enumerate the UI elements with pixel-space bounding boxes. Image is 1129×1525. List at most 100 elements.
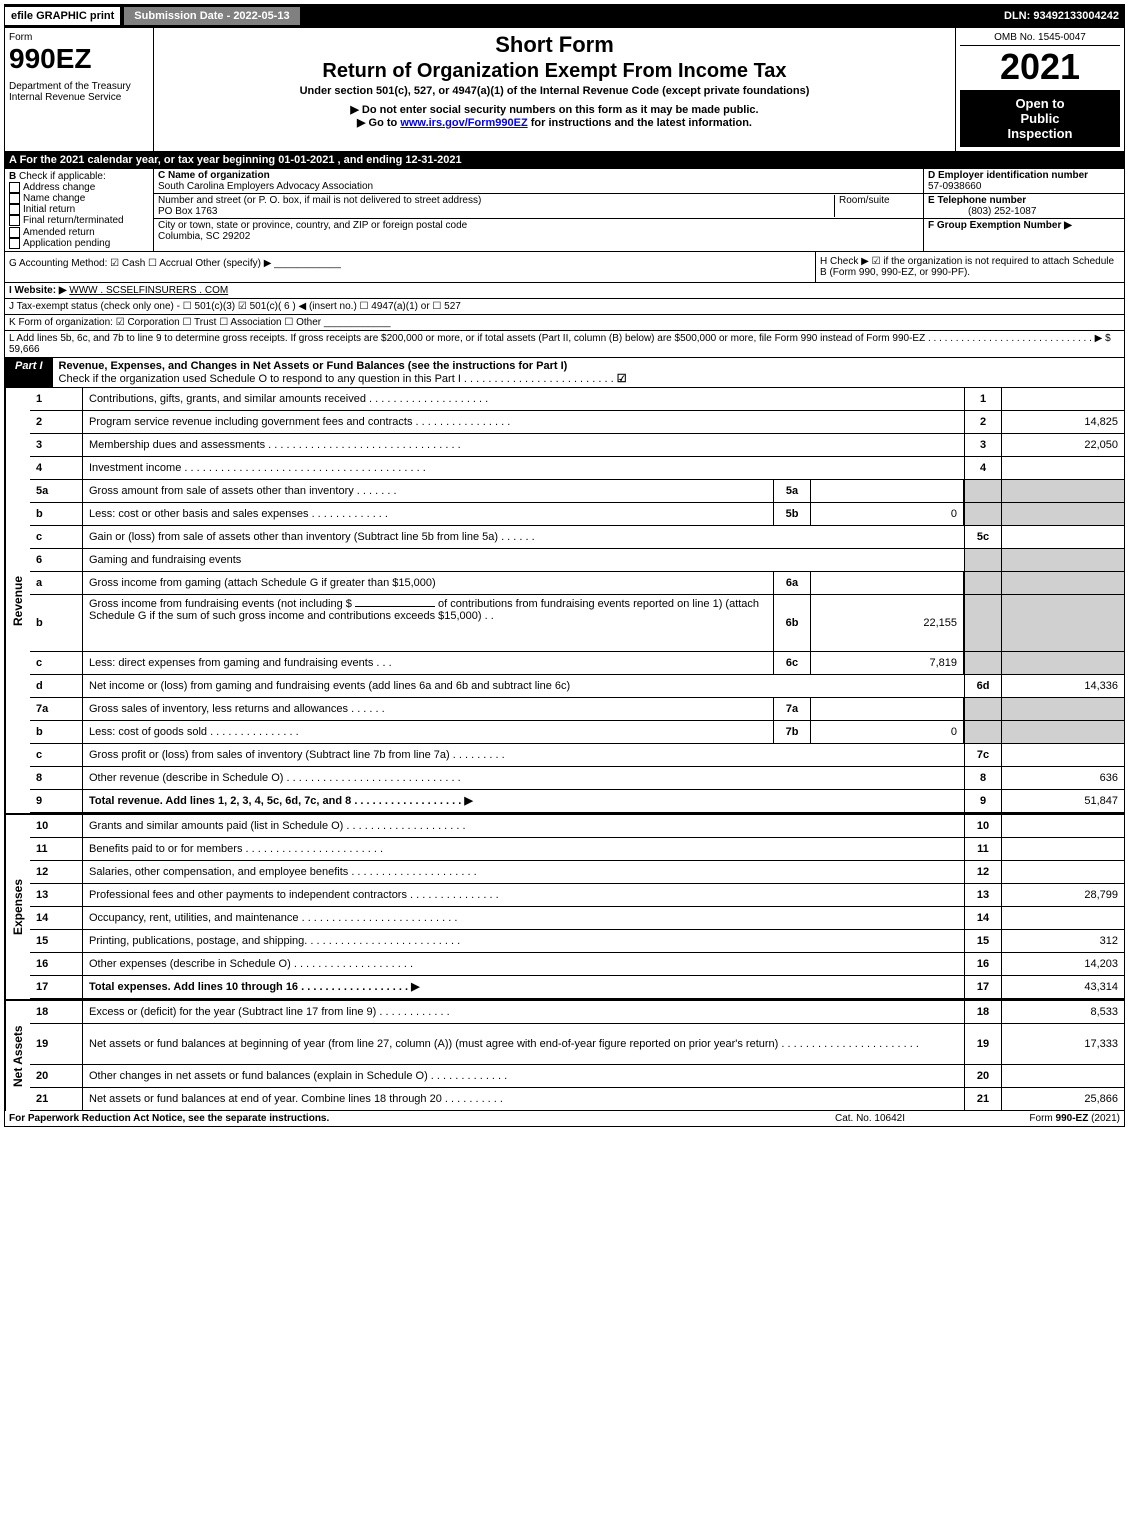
website[interactable]: WWW . SCSELFINSURERS . COM xyxy=(69,285,228,296)
opt-pending: Application pending xyxy=(23,238,110,249)
rn5b-shade xyxy=(964,503,1001,525)
section-a: A For the 2021 calendar year, or tax yea… xyxy=(4,152,1125,169)
row-6a: a Gross income from gaming (attach Sched… xyxy=(30,572,1124,595)
n17: 17 xyxy=(30,976,83,998)
n6b: b xyxy=(30,595,83,651)
row-9: 9 Total revenue. Add lines 1, 2, 3, 4, 5… xyxy=(30,790,1124,813)
line-i: I Website: ▶ WWW . SCSELFINSURERS . COM xyxy=(4,283,1125,299)
row-17: 17 Total expenses. Add lines 10 through … xyxy=(30,976,1124,999)
d1: Contributions, gifts, grants, and simila… xyxy=(83,388,964,410)
rn6d: 6d xyxy=(964,675,1001,697)
return-title: Return of Organization Exempt From Incom… xyxy=(158,60,951,83)
row-1: 1 Contributions, gifts, grants, and simi… xyxy=(30,388,1124,411)
sv6b: 22,155 xyxy=(811,595,964,651)
tel-label: E Telephone number xyxy=(928,195,1026,206)
checkbox-name-change[interactable] xyxy=(9,193,20,204)
n21: 21 xyxy=(30,1088,83,1110)
rv5c xyxy=(1001,526,1124,548)
rv5b-shade xyxy=(1001,503,1124,525)
city-cell: City or town, state or province, country… xyxy=(154,219,923,243)
rn9: 9 xyxy=(964,790,1001,812)
dln: DLN: 93492133004242 xyxy=(1004,10,1125,22)
line-h: H Check ▶ ☑ if the organization is not r… xyxy=(815,252,1124,282)
row-5a: 5a Gross amount from sale of assets othe… xyxy=(30,480,1124,503)
d6: Gaming and fundraising events xyxy=(83,549,964,571)
d2: Program service revenue including govern… xyxy=(83,411,964,433)
check-if-applicable: Check if applicable: xyxy=(19,171,106,182)
d8: Other revenue (describe in Schedule O) .… xyxy=(83,767,964,789)
n2: 2 xyxy=(30,411,83,433)
rv19: 17,333 xyxy=(1001,1024,1124,1064)
sv5b: 0 xyxy=(811,503,964,525)
irs-link[interactable]: www.irs.gov/Form990EZ xyxy=(400,117,527,129)
checkbox-final-return[interactable] xyxy=(9,215,20,226)
n11: 11 xyxy=(30,838,83,860)
open-to-public: Open to Public Inspection xyxy=(960,90,1120,147)
tel: (803) 252-1087 xyxy=(928,206,1036,217)
row-5c: c Gain or (loss) from sale of assets oth… xyxy=(30,526,1124,549)
i-pre: I Website: ▶ xyxy=(9,285,67,296)
header-right: OMB No. 1545-0047 2021 Open to Public In… xyxy=(955,28,1124,151)
n14: 14 xyxy=(30,907,83,929)
expenses-vlabel: Expenses xyxy=(5,815,30,999)
rn3: 3 xyxy=(964,434,1001,456)
n6d: d xyxy=(30,675,83,697)
row-2: 2 Program service revenue including gove… xyxy=(30,411,1124,434)
efile-print-button[interactable]: efile GRAPHIC print xyxy=(4,6,121,26)
org-info-row: B Check if applicable: Address change Na… xyxy=(4,169,1125,252)
rv15: 312 xyxy=(1001,930,1124,952)
d7b: Less: cost of goods sold . . . . . . . .… xyxy=(83,721,773,743)
row-3: 3 Membership dues and assessments . . . … xyxy=(30,434,1124,457)
checkbox-pending[interactable] xyxy=(9,238,20,249)
checkbox-address-change[interactable] xyxy=(9,182,20,193)
d13: Professional fees and other payments to … xyxy=(83,884,964,906)
rv6a-shade xyxy=(1001,572,1124,594)
row-4: 4 Investment income . . . . . . . . . . … xyxy=(30,457,1124,480)
rv6c-shade xyxy=(1001,652,1124,674)
n5b: b xyxy=(30,503,83,525)
rv7b-shade xyxy=(1001,721,1124,743)
short-form-title: Short Form xyxy=(158,32,951,58)
ein-cell: D Employer identification number 57-0938… xyxy=(924,169,1124,194)
row-11: 11 Benefits paid to or for members . . .… xyxy=(30,838,1124,861)
n6: 6 xyxy=(30,549,83,571)
d6c: Less: direct expenses from gaming and fu… xyxy=(83,652,773,674)
name-cell: C Name of organization South Carolina Em… xyxy=(154,169,923,194)
part-1-sub: Check if the organization used Schedule … xyxy=(59,373,614,385)
sl5a: 5a xyxy=(773,480,811,502)
goto-pre: ▶ Go to xyxy=(357,117,400,129)
row-10: 10 Grants and similar amounts paid (list… xyxy=(30,815,1124,838)
name-label: C Name of organization xyxy=(158,170,270,181)
rv16: 14,203 xyxy=(1001,953,1124,975)
checkbox-amended[interactable] xyxy=(9,227,20,238)
open-3: Inspection xyxy=(962,126,1118,141)
n7a: 7a xyxy=(30,698,83,720)
opt-amended: Amended return xyxy=(23,227,95,238)
sv6a xyxy=(811,572,964,594)
n10: 10 xyxy=(30,815,83,837)
d6b-1: Gross income from fundraising events (no… xyxy=(89,598,352,610)
submission-date: Submission Date - 2022-05-13 xyxy=(123,6,300,26)
open-2: Public xyxy=(962,111,1118,126)
n4: 4 xyxy=(30,457,83,479)
header-left: Form 990EZ Department of the Treasury In… xyxy=(5,28,154,151)
group-label: F Group Exemption Number ▶ xyxy=(928,220,1072,231)
rn17: 17 xyxy=(964,976,1001,998)
rv8: 636 xyxy=(1001,767,1124,789)
rv18: 8,533 xyxy=(1001,1001,1124,1023)
sl7a: 7a xyxy=(773,698,811,720)
d20: Other changes in net assets or fund bala… xyxy=(83,1065,964,1087)
row-5b: b Less: cost or other basis and sales ex… xyxy=(30,503,1124,526)
sv7b: 0 xyxy=(811,721,964,743)
form-label: Form xyxy=(9,32,149,43)
rv11 xyxy=(1001,838,1124,860)
rv9: 51,847 xyxy=(1001,790,1124,812)
street: PO Box 1763 xyxy=(158,206,217,217)
checkbox-initial-return[interactable] xyxy=(9,204,20,215)
rn1: 1 xyxy=(964,388,1001,410)
rv7c xyxy=(1001,744,1124,766)
opt-initial: Initial return xyxy=(23,204,75,215)
part-1-grid: Revenue 1 Contributions, gifts, grants, … xyxy=(4,388,1125,1111)
n5c: c xyxy=(30,526,83,548)
n15: 15 xyxy=(30,930,83,952)
